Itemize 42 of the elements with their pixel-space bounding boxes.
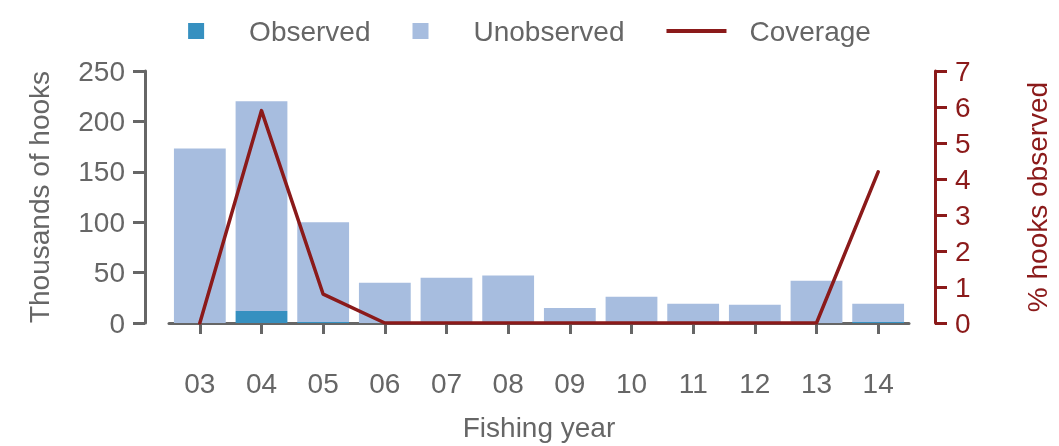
y-tick-label: 0 (109, 307, 125, 339)
y2-tick-label: 3 (955, 199, 971, 231)
x-tick-label: 12 (739, 367, 771, 399)
bar (605, 296, 658, 323)
y2-axis-title: % hooks observed (1021, 81, 1053, 313)
y2-tick-label: 4 (955, 163, 971, 195)
y-tick-label: 150 (78, 156, 125, 188)
y-tick-label: 100 (78, 206, 125, 238)
bar (482, 275, 535, 323)
x-tick-label: 05 (307, 367, 339, 399)
x-tick-label: 11 (678, 367, 708, 399)
y-tick-label: 200 (78, 105, 125, 137)
legend-label: Observed (249, 15, 371, 47)
x-tick-label: 07 (430, 367, 463, 399)
bar (173, 148, 226, 323)
y2-tick-label: 5 (955, 127, 971, 159)
x-tick-label: 13 (800, 367, 833, 399)
x-tick-label: 10 (615, 367, 648, 399)
x-tick-label: 14 (862, 367, 894, 399)
bar (235, 101, 288, 311)
y-axis-title: Thousands of hooks (23, 70, 55, 324)
bar (297, 222, 350, 322)
x-tick-label: 04 (245, 367, 278, 399)
y2-tick-label: 2 (955, 235, 971, 267)
bar (420, 277, 473, 323)
x-axis-title: Fishing year (462, 411, 616, 443)
y2-tick-label: 7 (955, 55, 971, 87)
bar (358, 282, 411, 323)
y-tick-label: 250 (78, 55, 125, 87)
legend-label: Coverage (749, 15, 871, 47)
y2-tick-label: 0 (955, 307, 971, 339)
y2-tick-label: 1 (955, 271, 971, 303)
y-tick-label: 50 (93, 257, 125, 289)
x-tick-label: 03 (184, 367, 216, 399)
bar (235, 310, 288, 323)
legend-label: Unobserved (473, 15, 625, 47)
x-tick-label: 06 (369, 367, 401, 399)
y2-tick-label: 6 (955, 91, 971, 123)
bar (852, 303, 905, 322)
line-series (198, 108, 880, 325)
x-tick-label: 08 (492, 367, 524, 399)
x-tick-label: 09 (554, 367, 586, 399)
